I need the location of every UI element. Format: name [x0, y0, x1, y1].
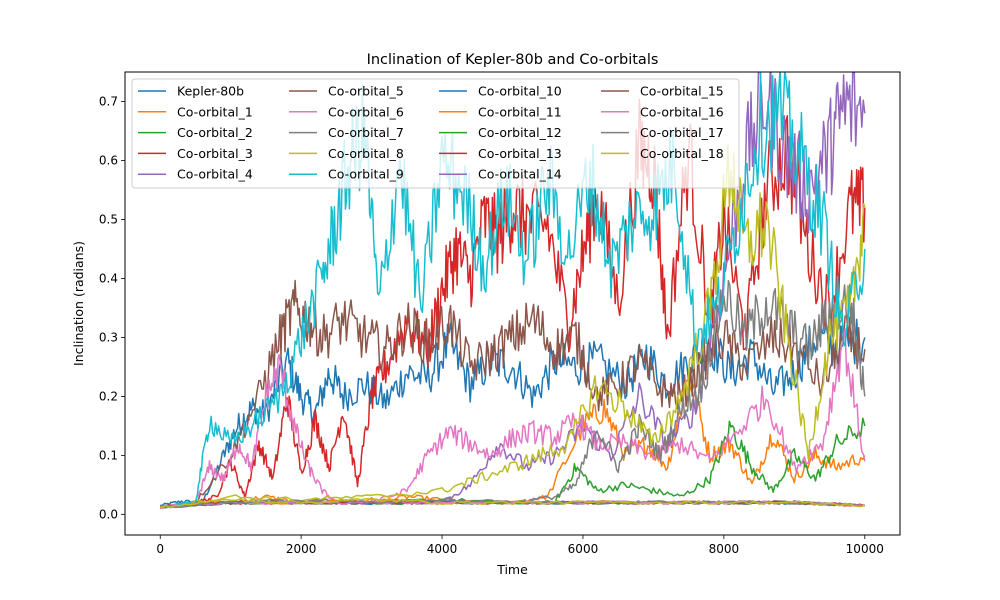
legend-label: Co-orbital_5 [328, 84, 404, 99]
series-line-18 [159, 497, 865, 509]
legend-entry: Co-orbital_18 [601, 146, 724, 161]
y-tick-label: 0.1 [99, 448, 118, 462]
legend-label: Co-orbital_10 [478, 84, 562, 99]
legend-label: Co-orbital_17 [640, 125, 724, 140]
x-tick-label: 10000 [846, 542, 884, 556]
series-line-0 [159, 318, 866, 507]
legend-entry: Kepler-80b [138, 84, 244, 99]
y-tick-label: 0.5 [99, 212, 118, 226]
x-tick-label: 0 [156, 542, 164, 556]
legend-label: Co-orbital_15 [640, 84, 724, 99]
series-line-8 [160, 143, 866, 509]
legend-label: Co-orbital_2 [177, 125, 253, 140]
legend-entry: Co-orbital_9 [289, 167, 404, 182]
plot-area [159, 72, 866, 509]
legend-entry: Co-orbital_16 [601, 104, 724, 119]
legend-label: Kepler-80b [177, 84, 244, 99]
legend-label: Co-orbital_4 [177, 167, 253, 182]
legend-entry: Co-orbital_7 [289, 125, 404, 140]
legend-label: Co-orbital_18 [640, 146, 724, 161]
y-tick-label: 0.6 [99, 153, 118, 167]
series-line-9 [160, 72, 866, 509]
y-tick-label: 0.2 [99, 389, 118, 403]
legend-entry: Co-orbital_14 [439, 167, 562, 182]
legend-label: Co-orbital_3 [177, 146, 253, 161]
legend-entry: Co-orbital_12 [439, 125, 562, 140]
legend-label: Co-orbital_9 [328, 167, 404, 182]
legend-entry: Co-orbital_11 [439, 104, 562, 119]
legend-label: Co-orbital_6 [328, 104, 404, 119]
x-tick-label: 6000 [568, 542, 599, 556]
legend-entry: Co-orbital_6 [289, 104, 404, 119]
series-line-5 [159, 279, 866, 509]
legend-label: Co-orbital_14 [478, 167, 562, 182]
legend-entry: Co-orbital_10 [439, 84, 562, 99]
y-axis-label: Inclination (radians) [71, 241, 86, 366]
legend-entry: Co-orbital_3 [138, 146, 253, 161]
legend: Kepler-80b Co-orbital_1 Co-orbital_2 Co-orb… [131, 78, 740, 189]
chart-title: Inclination of Kepler-80b and Co-orbital… [367, 52, 659, 68]
legend-entry: Co-orbital_1 [138, 104, 253, 119]
legend-label: Co-orbital_8 [328, 146, 404, 161]
legend-label: Co-orbital_13 [478, 146, 562, 161]
legend-entry: Co-orbital_4 [138, 167, 253, 182]
legend-entry: Co-orbital_2 [138, 125, 253, 140]
y-tick-label: 0.4 [99, 271, 118, 285]
x-axis-label: Time [496, 562, 528, 577]
legend-label: Co-orbital_16 [640, 104, 724, 119]
legend-label: Co-orbital_12 [478, 125, 562, 140]
legend-label: Co-orbital_1 [177, 104, 253, 119]
series-line-6 [160, 328, 866, 508]
axes: 0 2000 4000 6000 8000 10000 0.0 0.1 0.2 0.3 0.4 0.5… [99, 94, 884, 556]
y-tick-label: 0.0 [99, 507, 118, 521]
legend-entry: Co-orbital_5 [289, 84, 404, 99]
legend-entry: Co-orbital_15 [601, 84, 724, 99]
x-tick-label: 4000 [427, 542, 458, 556]
axes-frame [124, 71, 901, 536]
legend-box [131, 78, 740, 189]
legend-entry: Co-orbital_17 [601, 125, 724, 140]
x-tick-label: 8000 [709, 542, 740, 556]
y-tick-label: 0.3 [99, 330, 118, 344]
legend-label: Co-orbital_7 [328, 125, 404, 140]
y-tick-label: 0.7 [99, 94, 118, 108]
legend-entry: Co-orbital_8 [289, 146, 404, 161]
legend-label: Co-orbital_11 [478, 104, 562, 119]
legend-entry: Co-orbital_13 [439, 146, 562, 161]
x-tick-label: 2000 [286, 542, 317, 556]
